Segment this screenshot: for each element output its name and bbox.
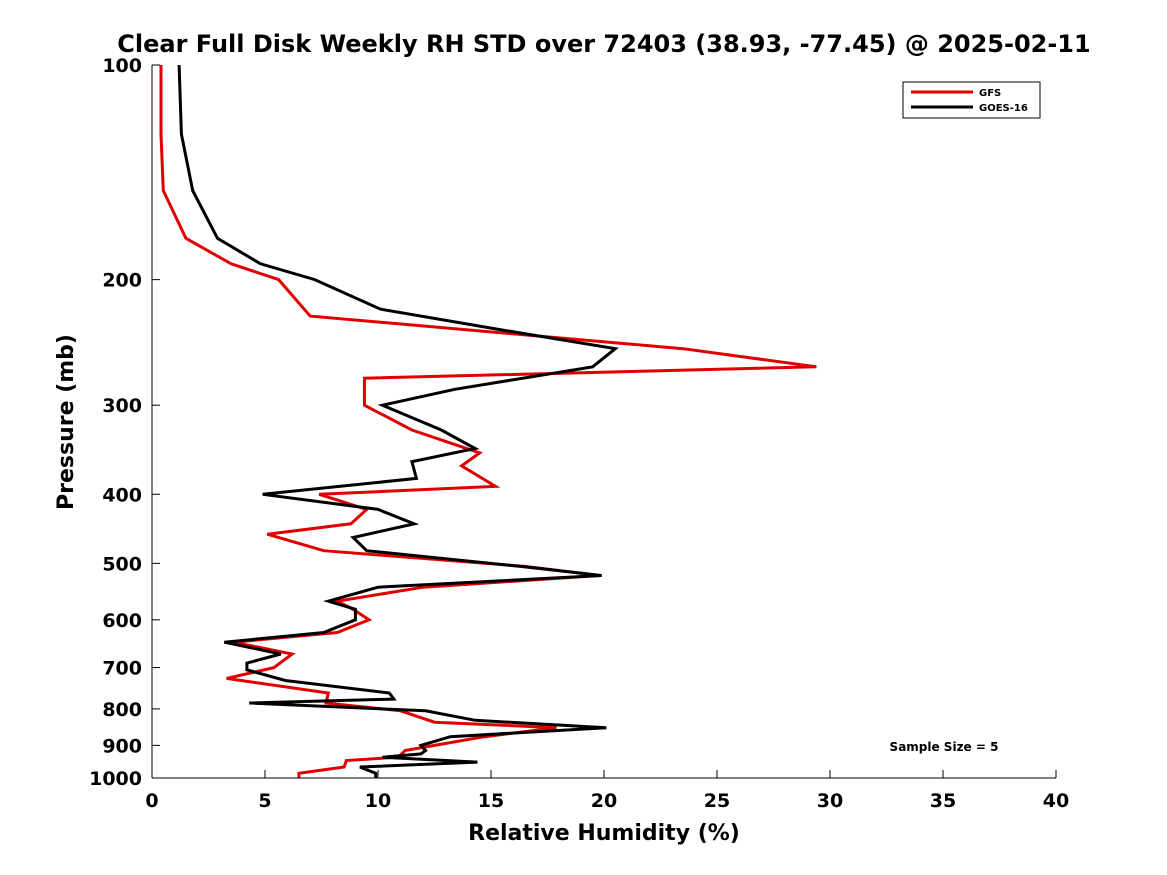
y-axis-label: Pressure (mb) — [54, 334, 79, 510]
y-tick-label: 900 — [102, 735, 142, 757]
ticks-layer: 0 5 10 15 20 25 30 35 40 100 200 300 400 500 600 700 800… — [89, 55, 1069, 812]
x-tick-label: 30 — [817, 790, 843, 812]
series-layer — [159, 64, 817, 778]
chart-title: Clear Full Disk Weekly RH STD over 72403… — [117, 30, 1090, 58]
x-tick-label: 15 — [478, 790, 504, 812]
legend-label-goes16: GOES-16 — [979, 103, 1028, 114]
y-tick-label: 500 — [102, 553, 142, 575]
y-tick-label: 100 — [102, 55, 142, 77]
x-tick-label: 40 — [1043, 790, 1069, 812]
x-tick-label: 0 — [145, 790, 158, 812]
y-tick-label: 200 — [102, 270, 142, 292]
y-tick-label: 800 — [102, 699, 142, 721]
legend-box — [902, 81, 1041, 119]
legend-label-gfs: GFS — [979, 88, 1001, 99]
x-tick-label: 20 — [591, 790, 617, 812]
x-tick-label: 35 — [930, 790, 956, 812]
y-tick-label: 300 — [102, 395, 142, 417]
x-axis-label: Relative Humidity (%) — [468, 821, 740, 846]
y-tick-label: 700 — [102, 658, 142, 680]
series-line-goes16 — [177, 64, 619, 778]
x-tick-label: 5 — [258, 790, 271, 812]
y-tick-label: 1000 — [89, 768, 142, 790]
legend: GFS GOES-16 — [902, 81, 1041, 119]
y-tick-label: 400 — [102, 484, 142, 506]
sample-size-annotation: Sample Size = 5 — [890, 740, 999, 754]
plot-area — [152, 65, 1056, 778]
y-tick-label: 600 — [102, 610, 142, 632]
x-tick-label: 25 — [704, 790, 730, 812]
x-tick-label: 10 — [365, 790, 391, 812]
